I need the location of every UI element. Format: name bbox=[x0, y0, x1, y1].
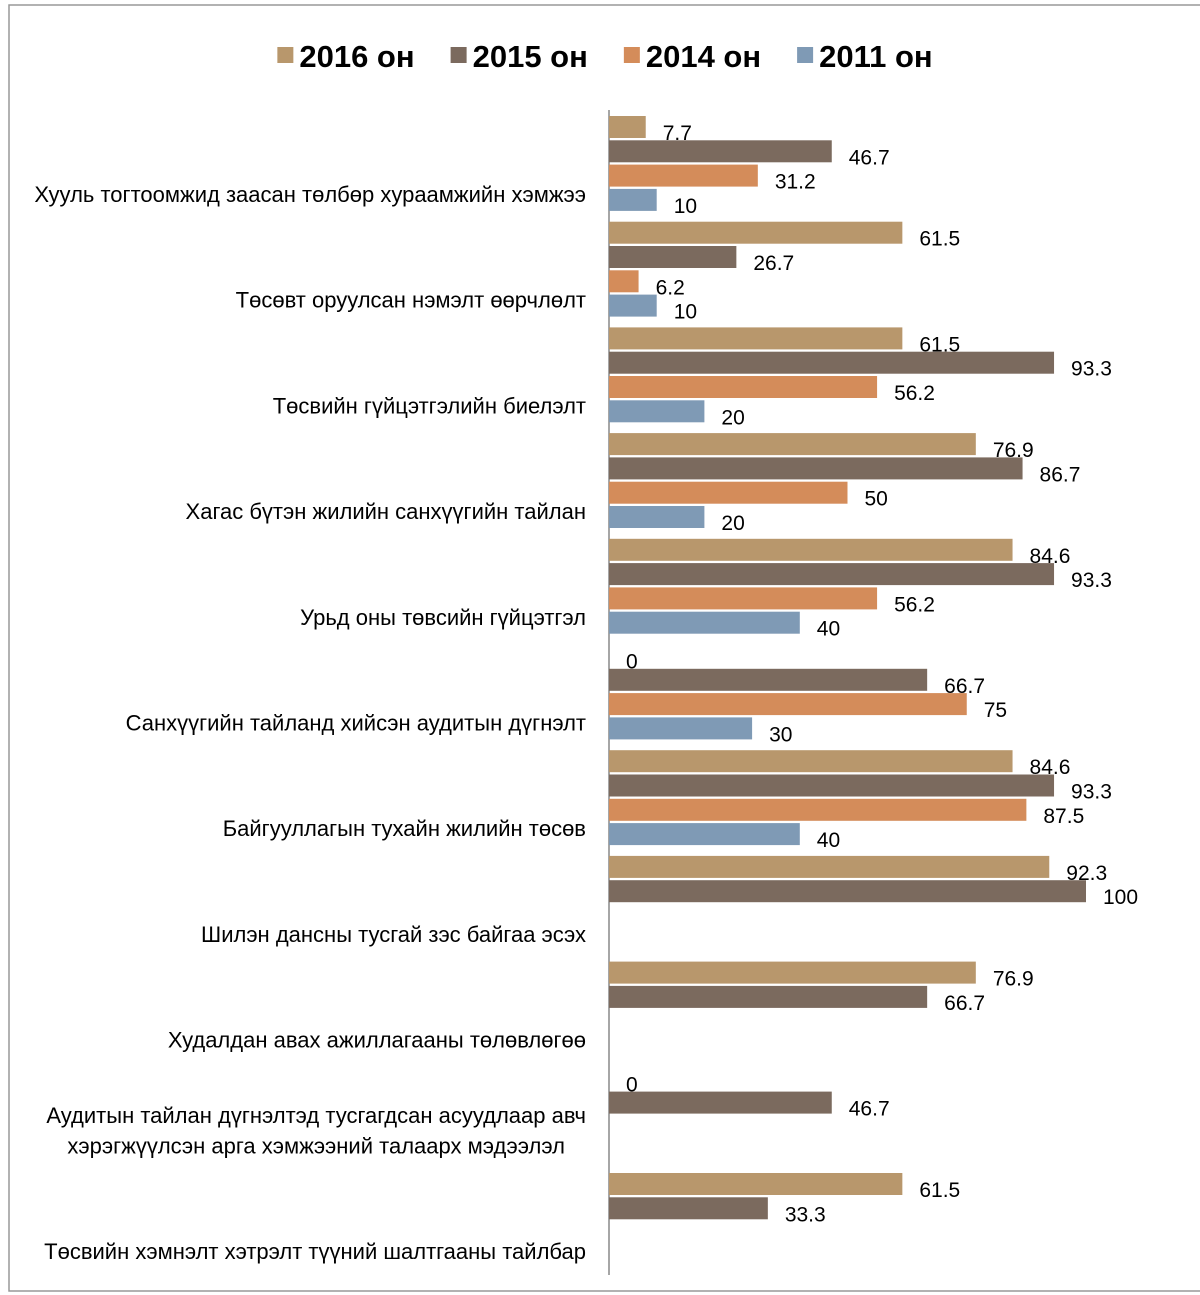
category-label: Аудитын тайлан дүгнэлтэд тусгагдсан асуу… bbox=[46, 1103, 586, 1159]
value-label: 76.9 bbox=[993, 439, 1034, 462]
legend-item: 2011 он bbox=[797, 39, 933, 74]
value-label: 93.3 bbox=[1071, 569, 1112, 592]
bar bbox=[609, 750, 1013, 773]
bar bbox=[609, 433, 976, 456]
value-label: 56.2 bbox=[894, 382, 935, 405]
value-label: 66.7 bbox=[944, 675, 985, 698]
value-label: 92.3 bbox=[1066, 862, 1107, 885]
bar bbox=[609, 188, 657, 211]
value-label: 61.5 bbox=[919, 333, 960, 356]
category-label: Урьд оны төвсийн гүйцэтгэл bbox=[300, 605, 586, 630]
bar bbox=[609, 880, 1086, 903]
legend-label: 2016 он bbox=[299, 39, 414, 74]
bar bbox=[609, 506, 705, 528]
bar bbox=[609, 668, 928, 691]
bar bbox=[609, 457, 1023, 480]
value-label: 56.2 bbox=[894, 593, 935, 616]
value-label: 46.7 bbox=[849, 146, 890, 169]
value-label: 87.5 bbox=[1043, 805, 1084, 828]
bar bbox=[609, 611, 800, 634]
bar bbox=[609, 294, 657, 317]
bar bbox=[609, 717, 753, 740]
value-label: 26.7 bbox=[753, 252, 794, 275]
bar bbox=[609, 823, 800, 846]
category-label: Шилэн дансны тусгай зэс байгаа эсэх bbox=[201, 922, 586, 947]
legend-swatch bbox=[623, 47, 640, 63]
value-label: 31.2 bbox=[775, 171, 816, 194]
legend-item: 2015 он bbox=[450, 39, 588, 74]
bar bbox=[609, 1091, 832, 1114]
bar bbox=[609, 1197, 768, 1220]
value-label: 40 bbox=[817, 618, 840, 641]
legend-swatch bbox=[277, 47, 294, 63]
category-label: Байгууллагын тухайн жилийн төсөв bbox=[223, 816, 586, 841]
bar bbox=[609, 481, 848, 504]
bar bbox=[609, 855, 1050, 878]
bar bbox=[609, 400, 705, 423]
bar bbox=[609, 164, 758, 187]
value-label: 93.3 bbox=[1071, 358, 1112, 381]
category-label: Худалдан авах ажиллагааны төлөвлөгөө bbox=[168, 1028, 586, 1053]
bar bbox=[609, 376, 878, 398]
category-label: Санхүүгийн тайланд хийсэн аудитын дүгнэл… bbox=[126, 711, 586, 736]
value-label: 75 bbox=[984, 699, 1007, 722]
legend-label: 2015 он bbox=[473, 39, 588, 74]
value-label: 93.3 bbox=[1071, 781, 1112, 804]
legend-swatch bbox=[450, 47, 467, 63]
bar bbox=[609, 221, 903, 244]
value-label: 86.7 bbox=[1040, 463, 1081, 486]
bar bbox=[609, 961, 976, 984]
value-label: 46.7 bbox=[849, 1098, 890, 1121]
value-label: 84.6 bbox=[1030, 545, 1071, 568]
frame bbox=[8, 4, 1200, 1292]
legend-swatch bbox=[797, 47, 814, 63]
value-label: 84.6 bbox=[1030, 756, 1071, 779]
bar bbox=[609, 798, 1027, 821]
value-label: 100 bbox=[1103, 886, 1138, 909]
bar bbox=[609, 538, 1013, 561]
value-label: 50 bbox=[865, 488, 888, 511]
legend-item: 2014 он bbox=[623, 39, 761, 74]
bar bbox=[609, 116, 646, 138]
value-label: 0 bbox=[626, 651, 638, 674]
value-label: 33.3 bbox=[785, 1203, 826, 1226]
value-label: 40 bbox=[817, 829, 840, 852]
category-label: Хагас бүтэн жилийн санхүүгийн тайлан bbox=[186, 499, 586, 524]
legend-item: 2016 он bbox=[277, 39, 415, 74]
category-label: Хууль тогтоомжид заасан төлбөр хураамжий… bbox=[34, 182, 586, 207]
value-label: 0 bbox=[626, 1073, 638, 1096]
value-label: 7.7 bbox=[663, 122, 692, 145]
value-label: 20 bbox=[721, 512, 744, 535]
value-label: 30 bbox=[769, 723, 792, 746]
bar bbox=[609, 246, 737, 268]
value-label: 6.2 bbox=[656, 276, 685, 299]
bar bbox=[609, 774, 1055, 797]
bar bbox=[609, 327, 903, 350]
bar bbox=[609, 351, 1055, 374]
legend-label: 2011 он bbox=[819, 39, 933, 74]
value-label: 61.5 bbox=[919, 228, 960, 251]
bar bbox=[609, 140, 832, 163]
category-label: Төсвийн хэмнэлт хэтрэлт түүний шалтгааны… bbox=[44, 1239, 586, 1264]
category-label: Төсвийн гүйцэтгэлийн биелэлт bbox=[273, 393, 586, 418]
bar bbox=[609, 693, 967, 716]
category-label: Төсөвт оруулсан нэмэлт өөрчлөлт bbox=[236, 288, 586, 313]
value-label: 61.5 bbox=[919, 1179, 960, 1202]
bar bbox=[609, 270, 639, 293]
bar bbox=[609, 563, 1055, 586]
value-label: 10 bbox=[674, 195, 697, 218]
value-label: 66.7 bbox=[944, 992, 985, 1015]
value-label: 20 bbox=[721, 406, 744, 429]
bar bbox=[609, 985, 928, 1008]
value-label: 10 bbox=[674, 301, 697, 324]
bar bbox=[609, 1173, 903, 1195]
bar bbox=[609, 587, 878, 610]
legend-label: 2014 он bbox=[646, 39, 761, 74]
value-label: 76.9 bbox=[993, 968, 1034, 991]
